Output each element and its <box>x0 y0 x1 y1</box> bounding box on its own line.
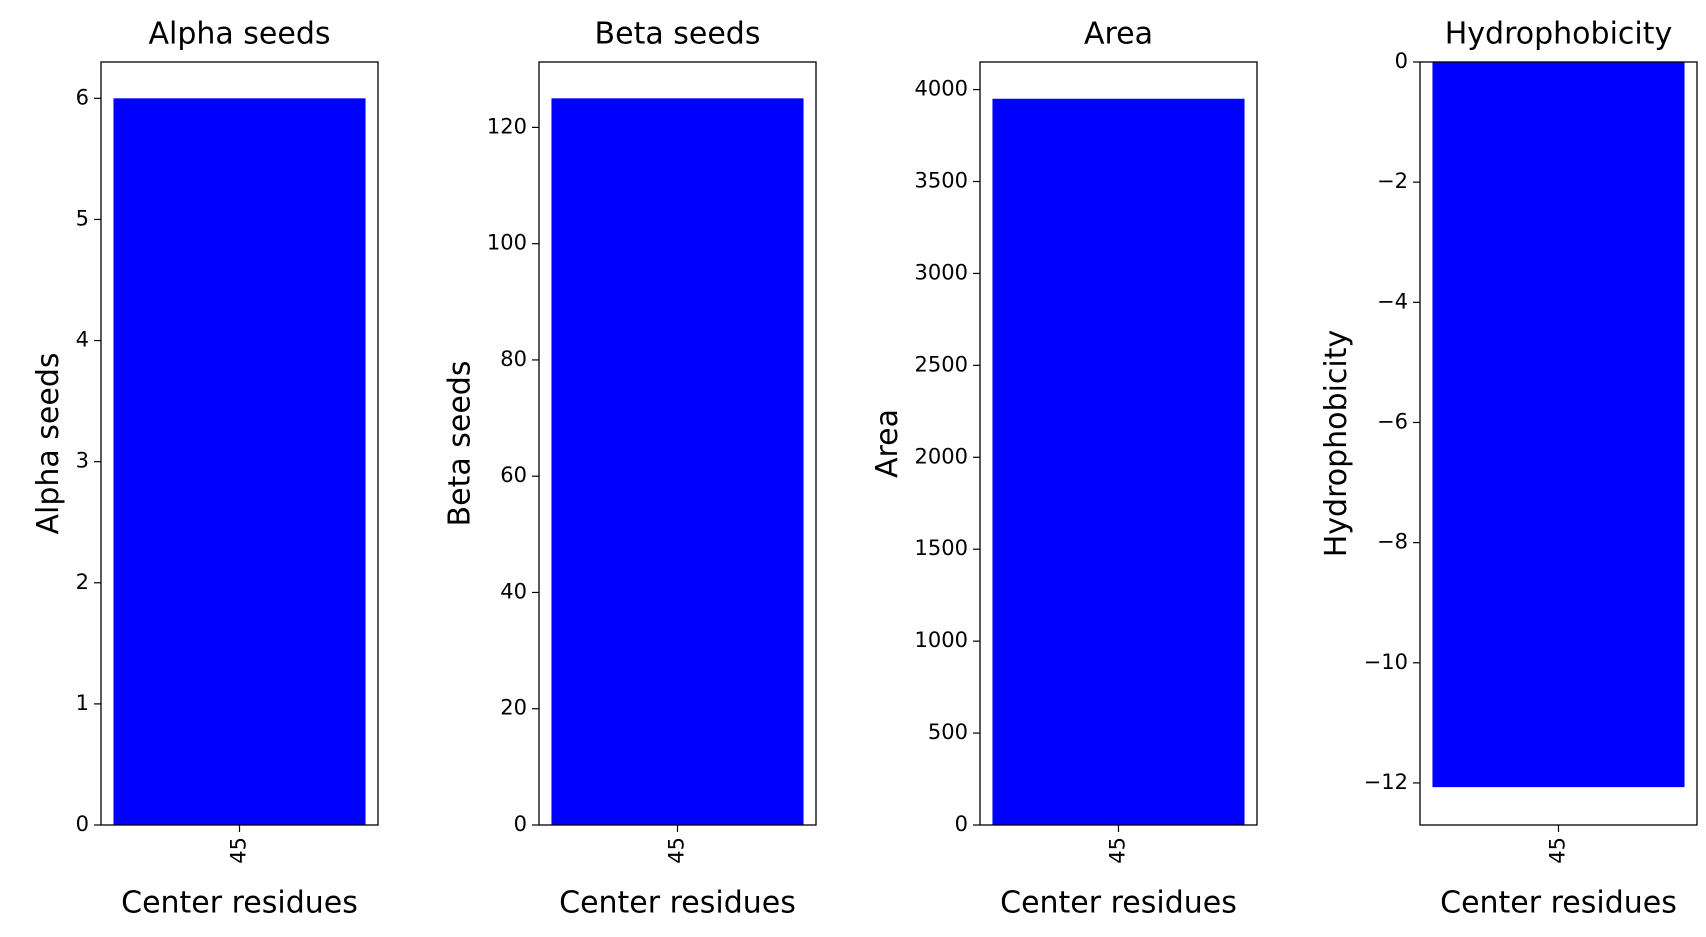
y-tick-label: 0 <box>76 812 89 836</box>
bar <box>551 98 804 826</box>
bar <box>113 98 366 826</box>
y-tick-label: 40 <box>500 579 527 603</box>
y-tick-label: 80 <box>500 347 527 371</box>
y-tick-label: 2000 <box>915 444 968 468</box>
y-tick-label: 2500 <box>915 352 968 376</box>
y-tick-label: 3000 <box>915 260 968 284</box>
y-tick-label: 120 <box>487 114 527 138</box>
y-axis-label: Beta seeds <box>442 361 477 527</box>
x-axis-label: Center residues <box>559 886 796 921</box>
x-tick-label: 45 <box>227 837 251 864</box>
y-tick-label: −10 <box>1364 650 1408 674</box>
y-tick-label: −6 <box>1377 409 1408 433</box>
y-tick-label: −12 <box>1364 770 1408 794</box>
axes-frame <box>1419 61 1698 826</box>
y-axis-label: Area <box>870 409 905 478</box>
chart-title: Beta seeds <box>595 17 761 52</box>
subplot: 45 −12 −10 −8 −6 −4 −2 0 Hydrophobicity Center re… <box>1319 17 1698 921</box>
y-tick-label: 60 <box>500 463 527 487</box>
bar <box>1432 62 1685 788</box>
x-tick-label: 45 <box>665 837 689 864</box>
y-tick-label: −2 <box>1377 169 1408 193</box>
axes-frame <box>100 61 379 826</box>
y-axis-label: Alpha seeds <box>31 352 66 534</box>
y-tick-label: 5 <box>76 206 89 230</box>
y-tick-label: 6 <box>76 85 89 109</box>
y-tick-label: 1000 <box>915 628 968 652</box>
y-tick-label: 3 <box>76 449 89 473</box>
x-tick-label: 45 <box>1106 837 1130 864</box>
bar <box>992 98 1245 825</box>
y-tick-label: 4000 <box>915 77 968 101</box>
y-tick-label: −8 <box>1377 530 1408 554</box>
y-tick-label: 1500 <box>915 536 968 560</box>
x-axis-label: Center residues <box>121 886 358 921</box>
axes-frame <box>538 61 817 826</box>
subplot: 45 0 500 1000 1500 2000 2500 3000 3500 4000 Area Ce… <box>870 17 1258 921</box>
chart-title: Alpha seeds <box>148 17 330 52</box>
y-tick-label: 2 <box>76 570 89 594</box>
y-tick-label: 20 <box>500 696 527 720</box>
y-axis-label: Hydrophobicity <box>1319 330 1354 558</box>
axes-frame <box>979 61 1258 826</box>
chart-title: Area <box>1084 17 1153 52</box>
y-tick-label: 3500 <box>915 169 968 193</box>
x-axis-label: Center residues <box>1000 886 1237 921</box>
y-tick-label: 1 <box>76 691 89 715</box>
y-tick-label: 0 <box>514 812 527 836</box>
y-tick-label: 4 <box>76 328 89 352</box>
y-tick-label: −4 <box>1377 289 1408 313</box>
y-tick-label: 0 <box>955 812 968 836</box>
x-tick-label: 45 <box>1546 837 1570 864</box>
x-axis-label: Center residues <box>1440 886 1677 921</box>
chart-title: Hydrophobicity <box>1445 17 1673 52</box>
y-tick-label: 500 <box>928 720 968 744</box>
y-tick-label: 100 <box>487 231 527 255</box>
subplot: 45 0 20 40 60 80 100 120 Beta seeds Center residu… <box>442 17 817 921</box>
y-tick-label: 0 <box>1395 49 1408 73</box>
